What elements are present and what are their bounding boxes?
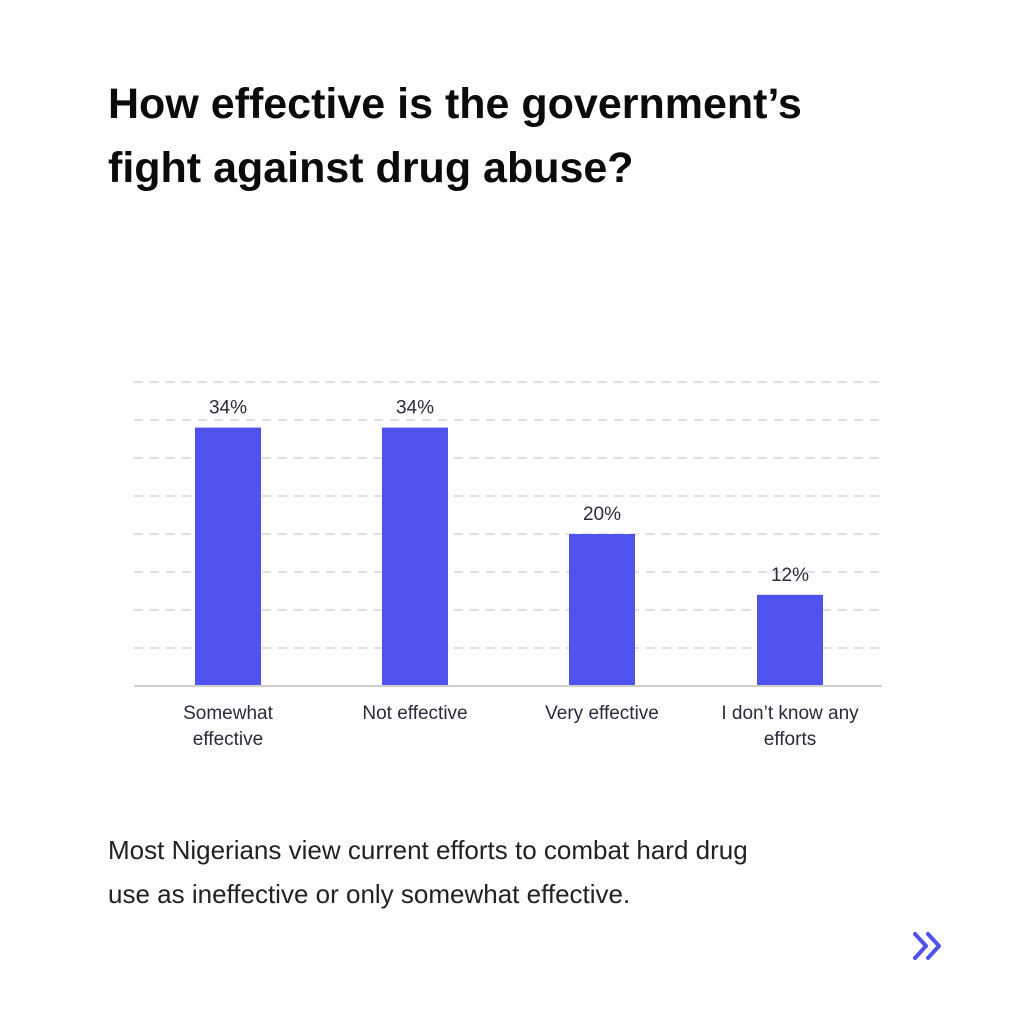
bar xyxy=(195,427,261,686)
data-label: 20% xyxy=(583,504,621,525)
data-label: 34% xyxy=(396,398,434,419)
title-line-1: How effective is the government’s xyxy=(108,80,802,128)
category-label: effective xyxy=(193,729,263,750)
title-line-2: fight against drug abuse? xyxy=(108,144,634,192)
bar xyxy=(757,594,823,686)
data-label: 12% xyxy=(771,565,809,586)
caption-line-1: Most Nigerians view current efforts to c… xyxy=(108,835,748,865)
category-label: Not effective xyxy=(362,703,467,724)
bars xyxy=(195,427,823,686)
double-chevron-right-icon[interactable] xyxy=(910,928,946,964)
category-label: Somewhat xyxy=(183,703,273,724)
page-title: How effective is the government’s fight … xyxy=(108,72,928,200)
category-label: Very effective xyxy=(545,703,659,724)
chevron-right-icon xyxy=(926,932,941,960)
chevron-right-icon xyxy=(913,932,928,960)
grid-lines xyxy=(134,381,882,649)
bar xyxy=(382,427,448,686)
data-labels: 34% 34% 20% 12% xyxy=(209,398,809,586)
caption-line-2: use as ineffective or only somewhat effe… xyxy=(108,879,631,909)
category-label: I don’t know any xyxy=(721,703,859,724)
bar xyxy=(569,534,635,686)
bar-chart: 34% 34% 20% 12% Somewhat effective Not effect… xyxy=(134,381,882,750)
data-label: 34% xyxy=(209,398,247,419)
category-label: efforts xyxy=(764,729,816,750)
chart-caption: Most Nigerians view current efforts to c… xyxy=(108,828,928,916)
category-labels: Somewhat effective Not effective Very effec… xyxy=(183,703,859,750)
